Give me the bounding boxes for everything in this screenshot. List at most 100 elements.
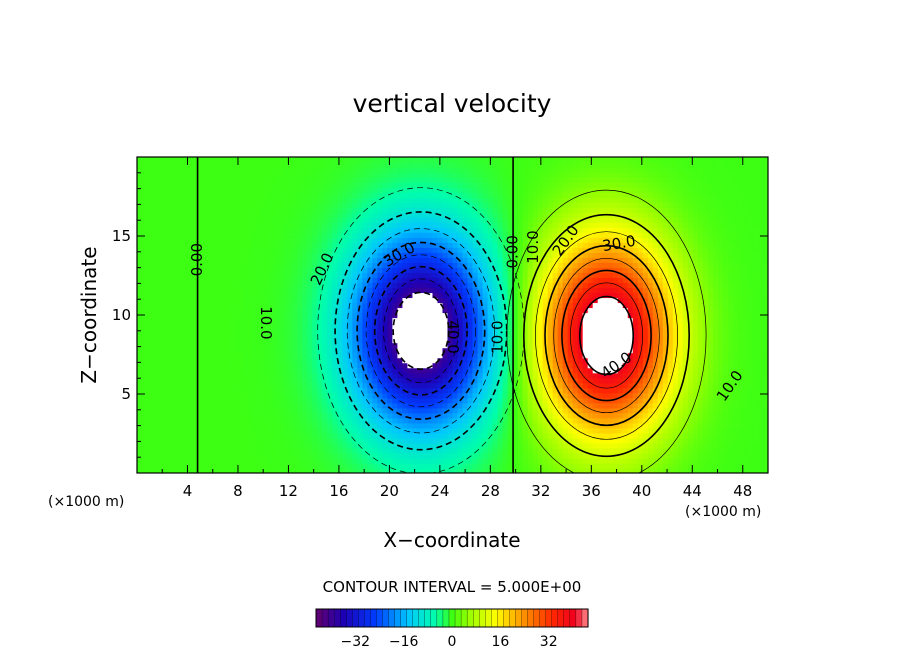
field-cell [447, 372, 454, 379]
field-cell [227, 312, 233, 319]
field-cell [467, 267, 474, 273]
field-cell [247, 277, 253, 283]
field-cell [217, 157, 223, 163]
field-cell [302, 372, 308, 379]
field-cell [222, 462, 228, 469]
field-cell [407, 237, 414, 243]
field-cell [252, 387, 258, 394]
field-cell [337, 237, 343, 243]
field-cell [277, 282, 283, 289]
field-cell [392, 302, 399, 309]
field-cell [167, 187, 173, 193]
field-cell [327, 427, 333, 434]
field-cell [322, 352, 328, 359]
field-cell [252, 317, 258, 324]
field-cell [277, 362, 283, 369]
field-cell [292, 207, 298, 213]
field-cell [272, 157, 278, 163]
field-cell [407, 422, 414, 429]
field-cell [487, 192, 494, 198]
field-cell [342, 167, 348, 173]
field-cell [312, 297, 318, 304]
field-cell [392, 282, 399, 289]
field-cell [477, 192, 484, 198]
field-cell [162, 407, 168, 414]
field-cell [207, 242, 213, 248]
field-cell [137, 302, 143, 309]
field-cell [272, 462, 278, 469]
field-cell [272, 402, 278, 409]
field-cell [372, 217, 378, 223]
field-cell [432, 422, 439, 429]
field-cell [147, 457, 153, 464]
field-cell [377, 167, 383, 173]
field-cell [282, 337, 288, 344]
field-cell [217, 262, 223, 268]
field-cell [492, 312, 499, 319]
field-cell [312, 247, 318, 253]
field-cell [267, 232, 273, 238]
field-cell [317, 207, 323, 213]
field-cell [162, 302, 168, 309]
field-cell [232, 347, 238, 354]
field-cell [417, 177, 424, 183]
field-cell [247, 297, 253, 304]
field-cell [162, 227, 168, 233]
field-cell [157, 407, 163, 414]
field-cell [167, 217, 173, 223]
field-cell [352, 172, 358, 178]
field-cell [442, 362, 449, 369]
field-cell [257, 202, 263, 208]
field-cell [302, 427, 308, 434]
field-cell [327, 402, 333, 409]
field-cell [247, 272, 253, 278]
field-cell [417, 382, 424, 389]
field-cell [282, 292, 288, 299]
field-cell [332, 352, 338, 359]
field-cell [392, 422, 399, 429]
field-cell [517, 337, 524, 344]
field-cell [272, 357, 278, 364]
field-cell [377, 407, 383, 414]
field-cell [347, 237, 353, 243]
field-cell [352, 262, 358, 268]
field-cell [137, 182, 143, 188]
field-cell [187, 267, 193, 273]
field-cell [422, 372, 429, 379]
field-cell [402, 402, 409, 409]
field-cell [342, 317, 348, 324]
field-cell [372, 467, 378, 473]
field-cell [342, 387, 348, 394]
field-cell [472, 407, 479, 414]
field-cell [412, 362, 419, 369]
field-cell [217, 442, 223, 449]
field-cell [237, 437, 243, 444]
field-cell [187, 312, 193, 319]
field-cell [372, 252, 378, 258]
field-cell [137, 232, 143, 238]
field-cell [312, 412, 318, 419]
field-cell [352, 337, 358, 344]
field-cell [457, 297, 464, 304]
field-cell [182, 467, 188, 473]
field-cell [507, 217, 514, 223]
field-cell [152, 297, 158, 304]
field-cell [322, 322, 328, 329]
field-cell [417, 232, 424, 238]
field-cell [242, 342, 248, 349]
field-cell [372, 322, 378, 329]
field-cell [317, 417, 323, 424]
field-cell [527, 172, 534, 178]
field-cell [342, 347, 348, 354]
field-cell [267, 227, 273, 233]
field-cell [462, 377, 469, 384]
field-cell [267, 337, 273, 344]
field-cell [332, 222, 338, 228]
field-cell [532, 407, 539, 414]
field-cell [497, 467, 504, 473]
field-cell [227, 222, 233, 228]
field-cell [157, 422, 163, 429]
field-cell [312, 207, 318, 213]
field-cell [512, 387, 519, 394]
field-cell [332, 342, 338, 349]
